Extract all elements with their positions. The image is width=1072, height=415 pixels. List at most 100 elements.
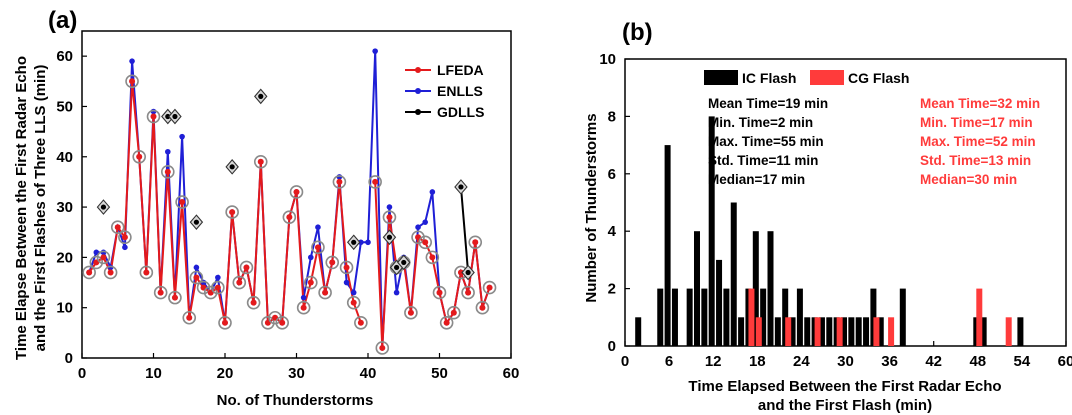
bar-cg [748,288,755,346]
enlls-point [129,58,135,64]
lfeda-point-halo [203,285,218,300]
lfeda-point-halo [218,315,232,330]
bar-ic [855,317,862,346]
bar-ic [694,231,700,346]
panel-a-xlabel: No. of Thunderstorms [217,392,374,409]
bar-ic [635,317,642,346]
y-tick-label-b: 8 [608,108,616,125]
bar-ic [701,288,708,346]
lfeda-point-halo [289,185,304,199]
y-tick-label-b: 10 [599,51,616,68]
x-tick-label-a: 10 [145,365,162,382]
lfeda-point [422,239,429,246]
bar-cg [888,317,895,346]
enlls-point [193,264,200,271]
lfeda-point [486,284,493,291]
lfeda-point [357,319,364,326]
bar-ic [730,202,737,346]
lfeda-point-halo [96,250,111,265]
lfeda-point [379,344,386,351]
legend-label-gdlls: GDLLS [437,104,484,120]
lfeda-point [314,244,321,251]
x-tick-label-b: 18 [749,353,766,370]
panel-b-xlabel-line2: and the First Flash (min) [758,397,932,414]
gdlls-point [351,239,357,245]
lfeda-point [329,259,336,266]
lfeda-point [350,299,357,306]
legend-label-enlls: ENLLS [437,83,483,99]
stat-ic-1: Min. Time=2 min [708,115,813,130]
lfeda-point-halo [375,341,390,355]
lfeda-point-halo [382,210,397,224]
x-tick-label-b: 36 [881,353,898,370]
lfeda-point [436,289,443,296]
lfeda-point [479,304,486,311]
lfeda-point-halo [296,300,311,315]
legend-marker-enlls [415,88,421,94]
lfeda-point-halo [253,155,268,169]
bar-cg [814,317,821,346]
lfeda-point [136,153,143,160]
panel-b: (b) Number of Thunderstorms Time Elapsed… [583,19,1072,414]
lfeda-point-halo [368,175,382,189]
lfeda-point-halo [346,295,361,310]
bar-ic [671,288,678,346]
x-tick-label-b: 24 [793,353,810,370]
lfeda-point-halo [332,175,347,189]
enlls-point [315,224,321,230]
lfeda-point-halo [482,280,497,295]
bar-ic [789,317,796,346]
stat-ic-4: Median=17 min [708,172,805,187]
y-tick-label-b: 6 [608,166,616,183]
x-tick-label-b: 54 [1014,353,1031,370]
panel-b-label: (b) [622,19,653,46]
lfeda-point-halo [418,235,433,250]
lfeda-point-halo [282,210,297,224]
panel-a-ylabel-line1: Time Elapse Between the First Radar Echo [13,56,30,360]
bar-ic [826,317,833,346]
x-tick-label-a: 0 [78,365,86,382]
lfeda-point [121,234,128,241]
bar-ic [686,288,693,346]
series-line-gdlls [459,186,470,273]
stat-cg-2: Max. Time=52 min [920,134,1036,149]
lfeda-point-halo [239,260,254,275]
enlls-point [386,204,393,210]
gdlls-point [394,264,400,271]
lfeda-point [179,199,186,206]
lfeda-point-halo [110,220,125,234]
bar-ic [760,288,767,346]
lfeda-point [186,314,193,321]
lfeda-point [157,289,164,296]
lfeda-point-halo [139,265,154,280]
stat-ic-2: Max. Time=55 min [708,134,824,149]
lfeda-point [343,264,350,271]
lfeda-point-halo [432,285,447,300]
lfeda-point-halo [89,255,104,270]
lfeda-point [472,239,479,246]
legend-label-cg: CG Flash [848,70,909,86]
lfeda-point [450,309,457,316]
enlls-point [358,239,364,246]
lfeda-point-halo [268,310,282,325]
enlls-point [308,254,314,261]
lfeda-point [300,304,307,311]
legend-label-lfeda: LFEDA [437,62,484,78]
legend-label-ic: IC Flash [742,70,796,86]
panel-a-label: (a) [48,7,77,34]
enlls-point [122,244,128,251]
lfeda-point [150,113,157,120]
panel-b-ylabel: Number of Thunderstorms [583,113,600,302]
gdlls-point [386,234,393,240]
stat-cg-1: Min. Time=17 min [920,115,1033,130]
enlls-point [350,289,357,296]
lfeda-point-halo [196,280,211,295]
lfeda-point-halo [125,74,139,89]
enlls-point [415,224,421,230]
bar-ic [723,288,730,346]
stat-ic-0: Mean Time=19 min [708,96,828,111]
bar-ic [1017,317,1024,346]
x-tick-label-a: 50 [431,365,448,382]
bar-ic [863,317,870,346]
enlls-point [215,274,221,281]
